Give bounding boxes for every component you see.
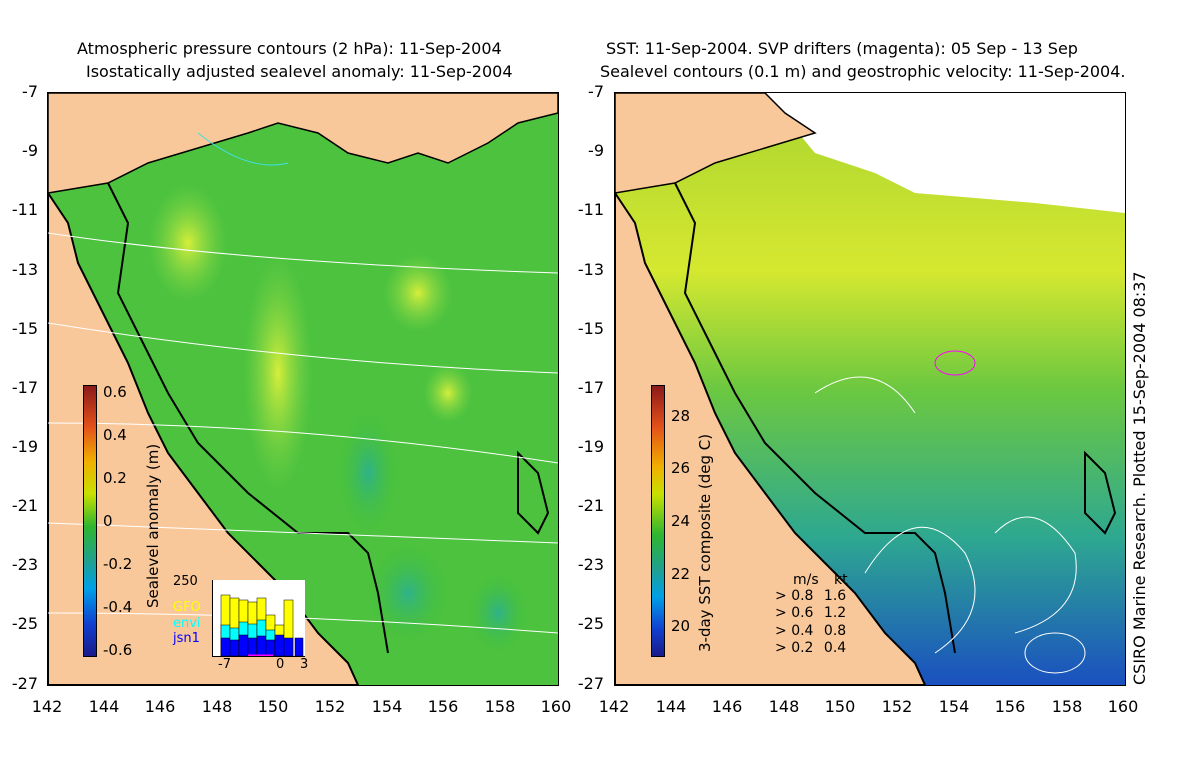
right-x-tick-7: 154: [938, 697, 970, 716]
sst-colorbar: [651, 385, 665, 657]
velocity-kt-4: 0.4: [823, 640, 847, 656]
arrow-0.2-icon: >: [775, 640, 787, 656]
velocity-legend-row-2: > 0.6 1.2: [775, 605, 846, 621]
left-y-tick-8: -21: [11, 496, 38, 515]
right-y-tick-2: -9: [588, 141, 604, 160]
inset-x-label-start: -7: [218, 657, 231, 672]
sst-map: [614, 92, 1126, 686]
left-x-tick-5: 150: [257, 697, 289, 716]
left-x-tick-6: 152: [314, 697, 346, 716]
australia-land-right: [615, 191, 927, 685]
satellite-histogram: [220, 594, 304, 658]
right-x-tick-2: 144: [655, 697, 687, 716]
new-guinea-land: [48, 93, 558, 194]
velocity-kt-1: 1.6: [823, 588, 847, 604]
right-title-line2: Sealevel contours (0.1 m) and geostrophi…: [600, 62, 1126, 81]
right-x-tick-5: 150: [824, 697, 856, 716]
right-x-tick-8: 156: [994, 697, 1026, 716]
velocity-ms-1: 0.8: [791, 588, 814, 604]
right-y-tick-3: -11: [577, 200, 604, 219]
sst-cbar-tick-3: 24: [671, 512, 691, 530]
sst-cbar-tick-2: 26: [671, 459, 691, 477]
credit-text: CSIRO Marine Research. Plotted 15-Sep-20…: [1130, 271, 1149, 685]
velocity-kt-2: 1.2: [823, 605, 847, 621]
right-x-tick-1: 142: [598, 697, 630, 716]
left-title-line1: Atmospheric pressure contours (2 hPa): 1…: [77, 39, 502, 58]
velocity-ms-4: 0.2: [791, 640, 814, 656]
sealevel-cbar-tick-3: 0.2: [103, 469, 127, 487]
sst-cbar-tick-5: 20: [671, 617, 691, 635]
right-y-tick-5: -15: [577, 319, 604, 338]
sealevel-cbar-tick-5: -0.2: [103, 555, 133, 573]
sealevel-cbar-label: Sealevel anomaly (m): [144, 443, 162, 608]
inset-ymax-label: 250: [173, 574, 198, 589]
right-y-tick-4: -13: [577, 260, 604, 279]
left-y-tick-10: -25: [11, 614, 38, 633]
satellite-inset: [212, 580, 305, 658]
sealevel-cbar-tick-6: -0.4: [103, 598, 133, 616]
right-y-tick-1: -7: [588, 82, 604, 101]
right-x-tick-3: 146: [711, 697, 743, 716]
new-caledonia-land: [517, 450, 550, 535]
right-y-tick-8: -21: [577, 496, 604, 515]
sst-cbar-tick-1: 28: [671, 407, 691, 425]
arrow-0.4-icon: >: [775, 623, 787, 639]
left-y-tick-9: -23: [11, 555, 38, 574]
sealevel-cbar-tick-1: 0.6: [103, 383, 127, 401]
right-x-tick-6: 152: [881, 697, 913, 716]
arrow-0.8-icon: >: [775, 588, 787, 604]
left-y-tick-2: -9: [22, 141, 38, 160]
left-y-tick-3: -11: [11, 200, 38, 219]
velocity-legend-row-3: > 0.4 0.8: [775, 623, 846, 639]
velocity-legend-header-kt: kt: [834, 572, 848, 588]
velocity-ms-3: 0.4: [791, 623, 814, 639]
velocity-legend-row-1: > 0.8 1.6: [775, 588, 846, 604]
right-y-tick-9: -23: [577, 555, 604, 574]
right-x-tick-4: 148: [768, 697, 800, 716]
inset-label-envi: envi: [173, 616, 201, 631]
left-y-tick-6: -17: [11, 378, 38, 397]
left-y-tick-4: -13: [11, 260, 38, 279]
left-x-tick-4: 148: [201, 697, 233, 716]
sst-map-graphic: [615, 93, 1125, 685]
left-y-tick-11: -27: [11, 674, 38, 693]
sealevel-cbar-tick-4: 0: [103, 512, 113, 530]
inset-x-label-zero: 0: [276, 657, 285, 672]
left-x-tick-3: 146: [144, 697, 176, 716]
velocity-kt-3: 0.8: [823, 623, 847, 639]
right-title-line1: SST: 11-Sep-2004. SVP drifters (magenta)…: [606, 39, 1078, 58]
inset-x-label-end: 3: [300, 657, 309, 672]
sealevel-cbar-tick-2: 0.4: [103, 426, 127, 444]
velocity-legend-row-4: > 0.2 0.4: [775, 640, 846, 656]
right-y-tick-6: -17: [577, 378, 604, 397]
left-x-tick-9: 158: [484, 697, 516, 716]
right-x-tick-10: 160: [1107, 697, 1139, 716]
sealevel-colorbar: [83, 385, 97, 657]
left-y-tick-1: -7: [22, 82, 38, 101]
left-x-tick-7: 154: [371, 697, 403, 716]
australia-land: [48, 191, 360, 685]
right-y-tick-7: -19: [577, 437, 604, 456]
velocity-legend-header-ms: m/s: [793, 572, 819, 588]
left-x-tick-8: 156: [427, 697, 459, 716]
left-y-tick-5: -15: [11, 319, 38, 338]
left-x-tick-1: 142: [31, 697, 63, 716]
sealevel-cbar-tick-7: -0.6: [103, 641, 133, 659]
inset-label-jsn1: jsn1: [173, 631, 200, 646]
velocity-ms-2: 0.6: [791, 605, 814, 621]
left-title-line2: Isostatically adjusted sealevel anomaly:…: [86, 62, 513, 81]
sst-cbar-label: 3-day SST composite (deg C): [696, 433, 714, 652]
arrow-0.6-icon: >: [775, 605, 787, 621]
right-y-tick-10: -25: [577, 614, 604, 633]
new-caledonia-land-right: [1084, 450, 1117, 535]
new-guinea-land-right: [615, 93, 817, 194]
left-x-tick-10: 160: [540, 697, 572, 716]
sst-cbar-tick-4: 22: [671, 565, 691, 583]
inset-label-gfo: GFO: [173, 600, 201, 615]
left-x-tick-2: 144: [88, 697, 120, 716]
right-y-tick-11: -27: [577, 674, 604, 693]
right-x-tick-9: 158: [1051, 697, 1083, 716]
left-y-tick-7: -19: [11, 437, 38, 456]
